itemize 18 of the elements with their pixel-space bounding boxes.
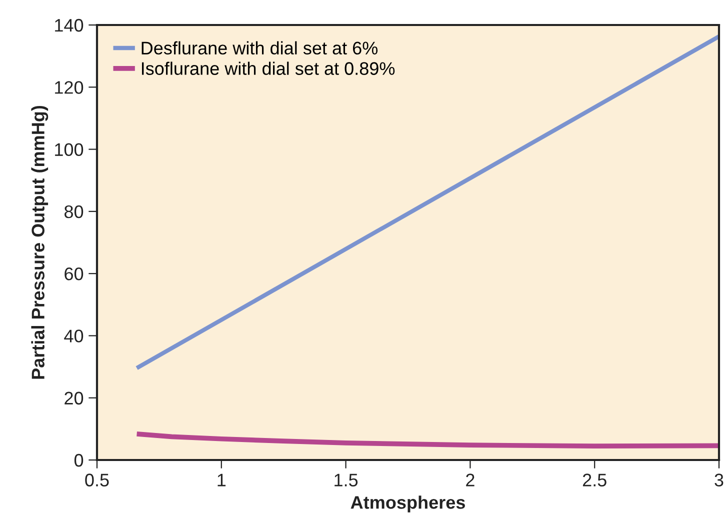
x-tick-label: 1 xyxy=(218,474,226,486)
x-tick-label: 0.5 xyxy=(85,474,109,486)
legend-label: Desflurane with dial set at 6% xyxy=(142,41,378,55)
y-tick-label: 120 xyxy=(55,81,84,94)
x-tick-label: 1.5 xyxy=(334,474,358,486)
y-tick-label: 140 xyxy=(55,18,84,32)
y-axis-title: Partial Pressure Output (mmHg) xyxy=(31,106,48,379)
x-tick-label: 3 xyxy=(714,474,724,486)
y-tick-label: 40 xyxy=(64,330,84,342)
x-tick-label: 2 xyxy=(466,474,474,486)
y-tick-label: 80 xyxy=(64,205,84,218)
x-tick-label: 2.5 xyxy=(582,474,606,486)
x-axis-title: Atmospheres xyxy=(350,496,465,512)
y-tick-label: 100 xyxy=(55,143,84,156)
y-tick-label: 20 xyxy=(64,392,84,405)
y-tick-label: 60 xyxy=(64,268,84,280)
y-tick-label: 0 xyxy=(74,454,84,467)
legend-label: Isoflurane with dial set at 0.89% xyxy=(142,62,395,75)
